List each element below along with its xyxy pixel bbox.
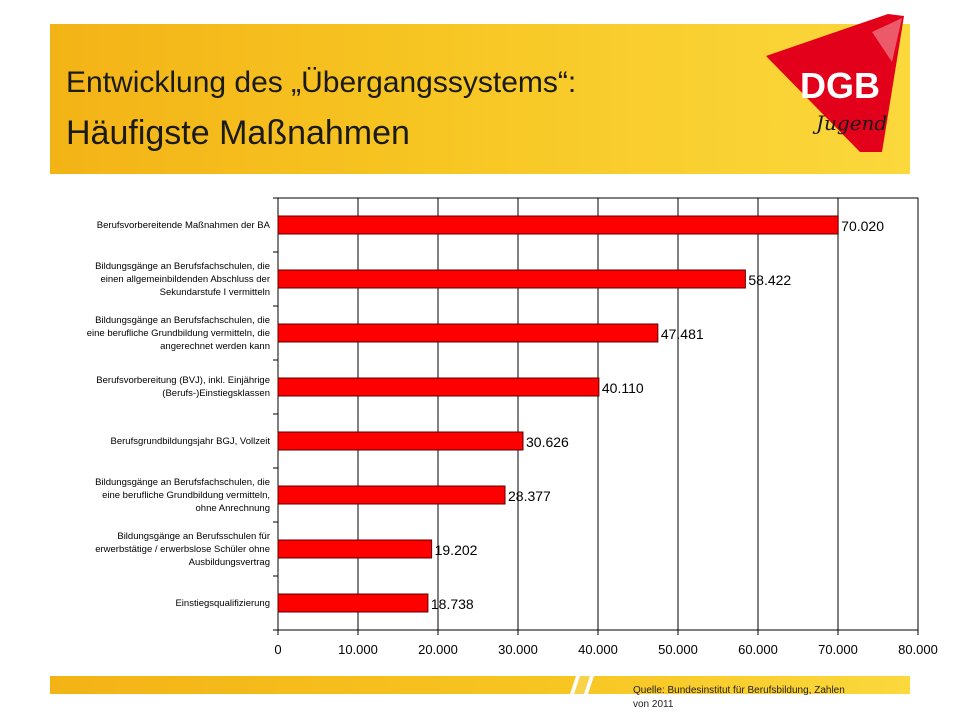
category-label-line: Bildungsgänge an Berufsfachschulen, die [95,476,270,488]
data-label: 40.110 [602,380,644,396]
x-tick-label: 30.000 [498,642,538,657]
category-label: Einstiegsqualifizierung [50,597,270,610]
category-label-line: eine berufliche Grundbildung vermitteln,… [86,327,270,339]
data-label: 30.626 [526,434,569,450]
category-label-line: ohne Anrechnung [195,502,270,514]
dgb-jugend-logo: DGB Jugend [766,14,904,152]
category-label-line: Berufsvorbereitende Maßnahmen der BA [96,219,270,231]
category-label-line: einen allgemeinbildenden Abschluss der [100,273,270,285]
category-label-line: eine berufliche Grundbildung vermitteln, [102,489,270,501]
x-tick-label: 20.000 [418,642,458,657]
source-note: Quelle: Bundesinstitut für Berufsbildung… [633,684,933,712]
category-label: Berufsgrundbildungsjahr BGJ, Vollzeit [50,435,270,448]
category-label-line: Bildungsgänge an Berufsfachschulen, die [95,314,270,326]
data-label: 47.481 [661,326,704,342]
bar [277,269,746,289]
bar [277,323,659,343]
category-label: Bildungsgänge an Berufsfachschulen, die e… [50,314,270,353]
chart-plot: 0 10.000 20.000 30.000 40.000 50.000 60.000 70.… [273,197,938,657]
footer-band [50,676,910,694]
category-label-line: Sekundarstufe I vermitteln [159,286,270,298]
data-label: 70.020 [841,218,884,234]
bar [277,431,524,451]
category-label-line: Bildungsgänge an Berufsfachschulen, die [95,260,270,272]
page-subtitle: Häufigste Maßnahmen [66,114,410,152]
data-label: 19.202 [435,542,478,558]
footer-decoration [570,676,594,694]
category-label-line: angerechnet werden kann [160,340,270,352]
source-line-1: Quelle: Bundesinstitut für Berufsbildung… [633,685,845,696]
data-label: 58.422 [748,272,791,288]
category-label-line: Bildungsgänge an Berufsschulen für [117,530,270,542]
category-label-line: erwerbstätige / erwerbslose Schüler ohne [95,543,270,555]
x-tick-label: 0 [274,642,281,657]
logo-flag-shape [766,14,904,152]
x-tick-label: 40.000 [578,642,618,657]
logo-text-jugend: Jugend [812,111,887,135]
logo-text-dgb: DGB [800,65,880,106]
data-label: 28.377 [508,488,551,504]
bar [277,485,506,505]
category-label-line: Einstiegsqualifizierung [175,597,270,609]
x-tick-label: 80.000 [898,642,938,657]
page-title: Entwicklung des „Übergangssystems“: [66,66,577,99]
category-label: Bildungsgänge an Berufsfachschulen, die e… [50,260,270,299]
category-label-line: Berufsgrundbildungsjahr BGJ, Vollzeit [110,435,270,447]
category-label-line: (Berufs-)Einstiegsklassen [162,388,270,399]
category-label: Berufsvorbereitung (BVJ), inkl. Einjähri… [50,374,270,400]
category-label: Berufsvorbereitende Maßnahmen der BA [50,219,270,232]
source-line-2: von 2011 [633,699,674,710]
bar [277,377,600,397]
category-label: Bildungsgänge an Berufsschulen für erwerb… [50,530,270,569]
x-tick-label: 10.000 [338,642,378,657]
bar [277,539,433,559]
bar [277,215,839,235]
x-tick-label: 60.000 [738,642,778,657]
data-label: 18.738 [431,596,474,612]
x-tick-label: 50.000 [658,642,698,657]
bar-chart: 0 10.000 20.000 30.000 40.000 50.000 60.000 70.… [0,180,960,670]
category-label: Bildungsgänge an Berufsfachschulen, die e… [50,476,270,515]
category-label-line: Ausbildungsvertrag [188,556,270,568]
header-band [50,24,910,174]
x-tick-label: 70.000 [818,642,858,657]
bar [277,593,429,613]
category-label-line: Berufsvorbereitung (BVJ), inkl. Einjähri… [96,375,270,386]
